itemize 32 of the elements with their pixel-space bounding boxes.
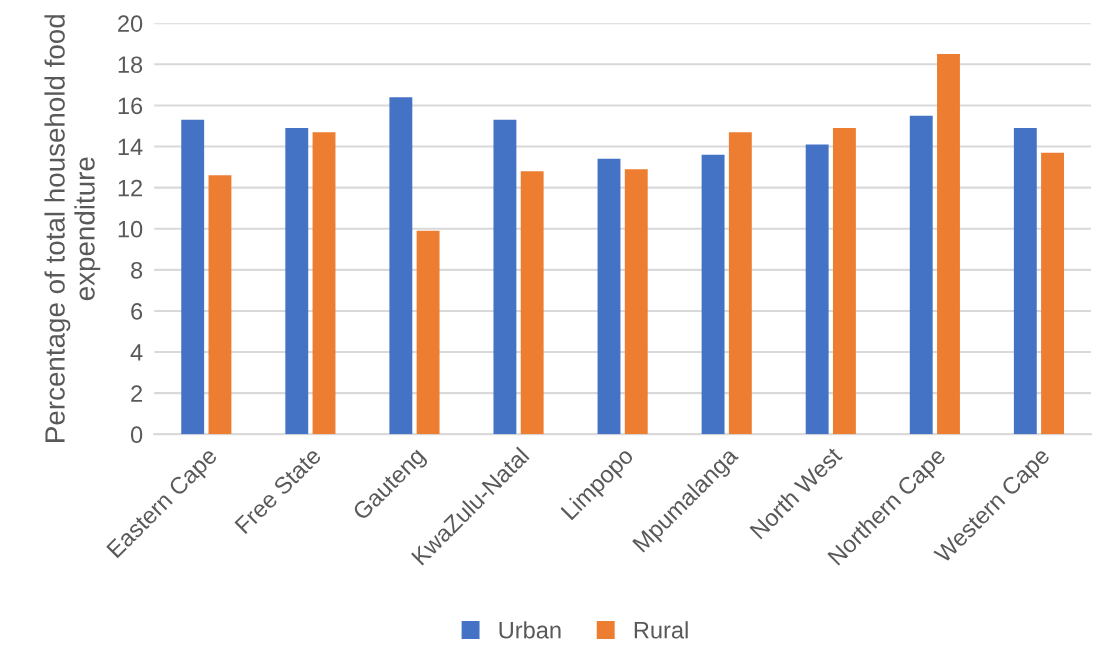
bar	[520, 171, 544, 435]
y-tick-label: 18	[118, 56, 143, 74]
bar	[208, 175, 232, 435]
bar	[701, 154, 725, 435]
bar	[597, 158, 621, 435]
y-tick-label: 4	[130, 344, 143, 361]
legend-label: Urban	[499, 621, 561, 639]
bar	[624, 169, 648, 435]
legend-label: Rural	[634, 621, 688, 639]
bar	[937, 54, 960, 435]
y-tick-label: 12	[118, 179, 142, 197]
y-tick-label: 10	[118, 220, 143, 238]
bar	[181, 119, 205, 435]
bar	[1013, 128, 1037, 435]
bar	[312, 132, 336, 435]
y-tick-label: 14	[118, 138, 143, 156]
bar	[832, 128, 856, 435]
y-tick-label: 8	[131, 261, 143, 279]
bar	[728, 132, 752, 435]
bar	[805, 144, 829, 435]
bar	[285, 128, 309, 435]
y-axis-title: Percentage of total household food expenditure	[44, 15, 101, 442]
bar	[909, 115, 933, 435]
y-tick-label: 2	[131, 385, 142, 402]
y-tick-label: 20	[118, 15, 143, 32]
bar	[1041, 152, 1065, 435]
bar	[493, 119, 517, 435]
bar	[416, 230, 440, 435]
y-tick-label: 16	[118, 97, 143, 115]
bar	[389, 97, 413, 435]
y-tick-label: 6	[131, 303, 143, 320]
y-tick-label: 0	[130, 426, 143, 444]
